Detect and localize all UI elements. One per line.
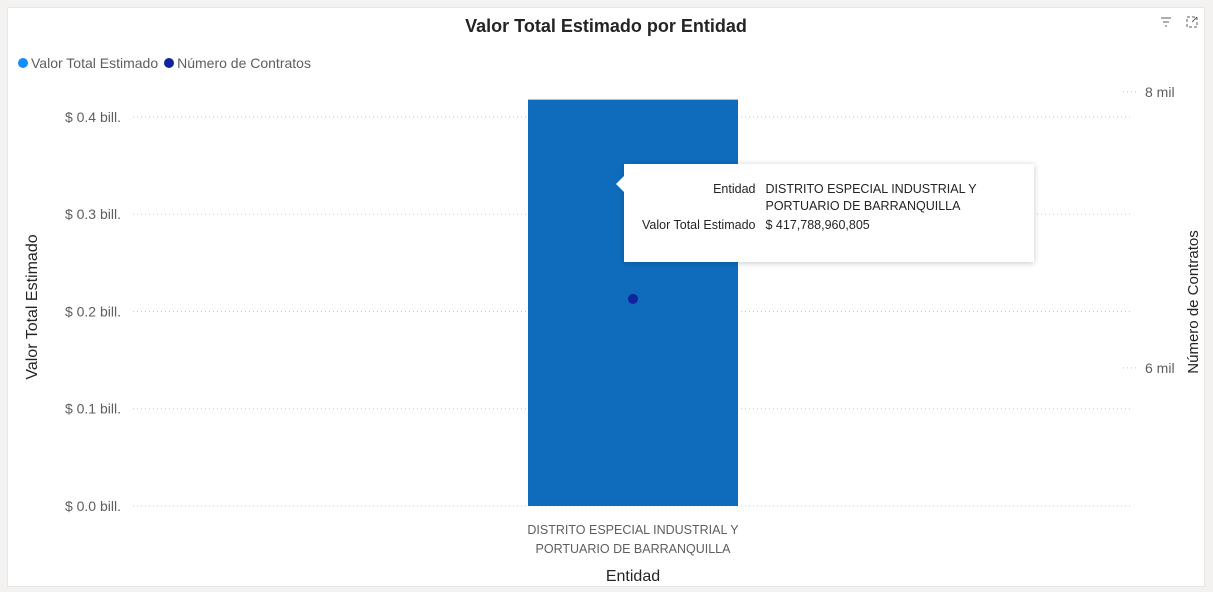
tooltip-key: Valor Total Estimado bbox=[642, 218, 756, 232]
tooltip: Entidad DISTRITO ESPECIAL INDUSTRIAL Y P… bbox=[616, 164, 1034, 262]
visual-header bbox=[1160, 16, 1198, 28]
legend-marker bbox=[18, 58, 28, 68]
tooltip-key: Entidad bbox=[713, 182, 756, 196]
y-tick-label: $ 0.0 bill. bbox=[65, 498, 121, 514]
tooltip-row: Entidad DISTRITO ESPECIAL INDUSTRIAL Y P… bbox=[638, 180, 999, 216]
marker-point bbox=[628, 293, 638, 304]
filter-icon[interactable] bbox=[1160, 16, 1172, 28]
legend-label: Número de Contratos bbox=[177, 55, 311, 71]
y-tick-label: $ 0.2 bill. bbox=[65, 303, 121, 319]
y-tick-label: $ 0.3 bill. bbox=[65, 206, 121, 222]
legend-item-valor[interactable]: Valor Total Estimado bbox=[18, 55, 158, 71]
legend-item-contratos[interactable]: Número de Contratos bbox=[164, 55, 311, 71]
y2-tick-label: 6 mil bbox=[1145, 360, 1175, 376]
y-axis-title: Valor Total Estimado bbox=[24, 234, 41, 379]
focus-mode-icon[interactable] bbox=[1186, 16, 1198, 28]
legend: Valor Total Estimado Número de Contratos bbox=[18, 55, 317, 71]
chart-title: Valor Total Estimado por Entidad bbox=[465, 16, 747, 36]
y-tick-label: $ 0.4 bill. bbox=[65, 109, 121, 125]
y-tick-label: $ 0.1 bill. bbox=[65, 401, 121, 417]
tooltip-value: DISTRITO ESPECIAL INDUSTRIAL Y PORTUARIO… bbox=[765, 182, 977, 213]
tooltip-value: $ 417,788,960,805 bbox=[765, 218, 870, 232]
y2-tick-label: 8 mil bbox=[1145, 84, 1175, 100]
x-axis-title: Entidad bbox=[606, 568, 660, 585]
y2-axis-title: Número de Contratos bbox=[1185, 230, 1202, 373]
tooltip-arrow bbox=[616, 176, 624, 192]
chart-visual: Valor Total Estimado por Entidad Valor T… bbox=[7, 7, 1205, 587]
tooltip-table: Entidad DISTRITO ESPECIAL INDUSTRIAL Y P… bbox=[638, 180, 999, 235]
plot-area: $ 0.0 bill. $ 0.1 bill. $ 0.2 bill. $ 0.3 b… bbox=[24, 84, 1202, 585]
x-tick-label: DISTRITO ESPECIAL INDUSTRIAL Y bbox=[527, 523, 739, 537]
tooltip-row: Valor Total Estimado $ 417,788,960,805 bbox=[638, 216, 999, 235]
legend-marker bbox=[164, 58, 175, 68]
legend-label: Valor Total Estimado bbox=[31, 55, 159, 71]
x-tick-label: PORTUARIO DE BARRANQUILLA bbox=[536, 542, 732, 556]
